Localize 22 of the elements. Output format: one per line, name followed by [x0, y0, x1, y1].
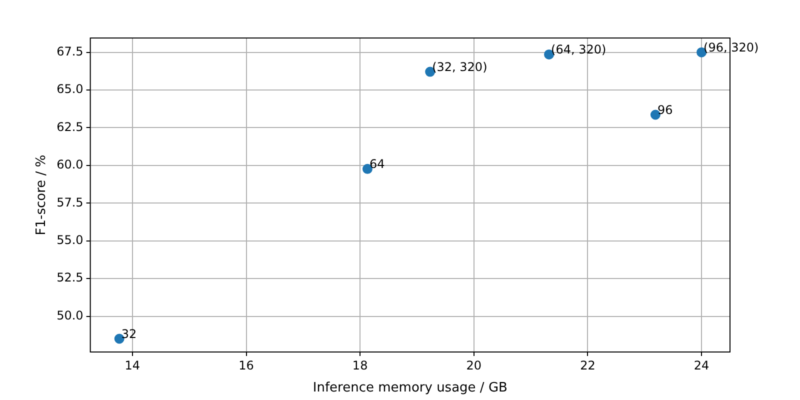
annotation: (32, 320)	[432, 60, 488, 74]
x-axis-title: Inference memory usage / GB	[312, 380, 508, 396]
x-tick-label: 18	[352, 358, 368, 372]
y-tick-label: 57.5	[56, 195, 84, 210]
y-tick-label: 55.0	[56, 232, 84, 247]
x-tick-label: 14	[124, 358, 140, 372]
annotation: (64, 320)	[551, 42, 606, 57]
x-tick-label: 20	[466, 358, 482, 372]
y-tick-label: 52.5	[56, 270, 84, 285]
x-tick-label: 24	[694, 358, 710, 372]
y-axis-title: F1-score / %	[34, 154, 50, 236]
y-tick-label: 62.5	[56, 120, 84, 134]
annotation: 32	[121, 326, 137, 341]
y-tick-label: 60.0	[56, 158, 84, 172]
annotation: (96, 320)	[704, 40, 759, 54]
annotation: 64	[369, 157, 385, 172]
x-tick-label: 22	[580, 358, 596, 372]
y-tick-label: 65.0	[56, 82, 84, 96]
x-tick-label: 16	[238, 358, 254, 372]
annotation: 96	[657, 102, 673, 117]
y-tick-label: 50.0	[56, 308, 84, 322]
y-tick-label: 67.5	[56, 44, 84, 58]
